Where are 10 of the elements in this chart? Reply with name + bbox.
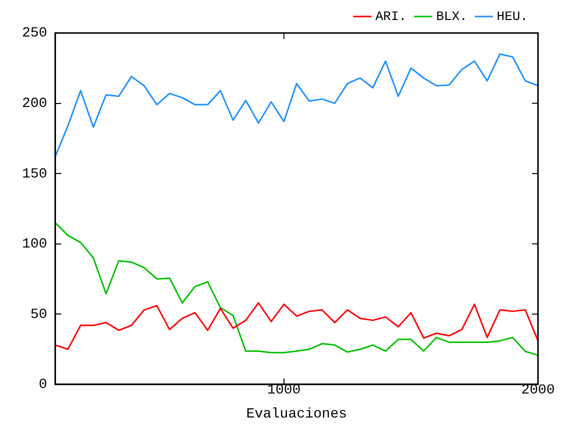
y-tick-label: 0 bbox=[38, 377, 48, 394]
legend-label: HEU. bbox=[496, 8, 528, 24]
y-tick-label: 200 bbox=[22, 96, 48, 112]
y-tick-label: 50 bbox=[30, 306, 48, 323]
legend-label: ARI. bbox=[375, 8, 407, 24]
x-axis-title: Evaluaciones bbox=[246, 406, 348, 422]
y-tick-label: 250 bbox=[22, 26, 48, 42]
y-tick-label: 100 bbox=[22, 236, 48, 253]
legend-label: BLX. bbox=[436, 8, 468, 24]
y-tick-label: 150 bbox=[22, 166, 48, 182]
